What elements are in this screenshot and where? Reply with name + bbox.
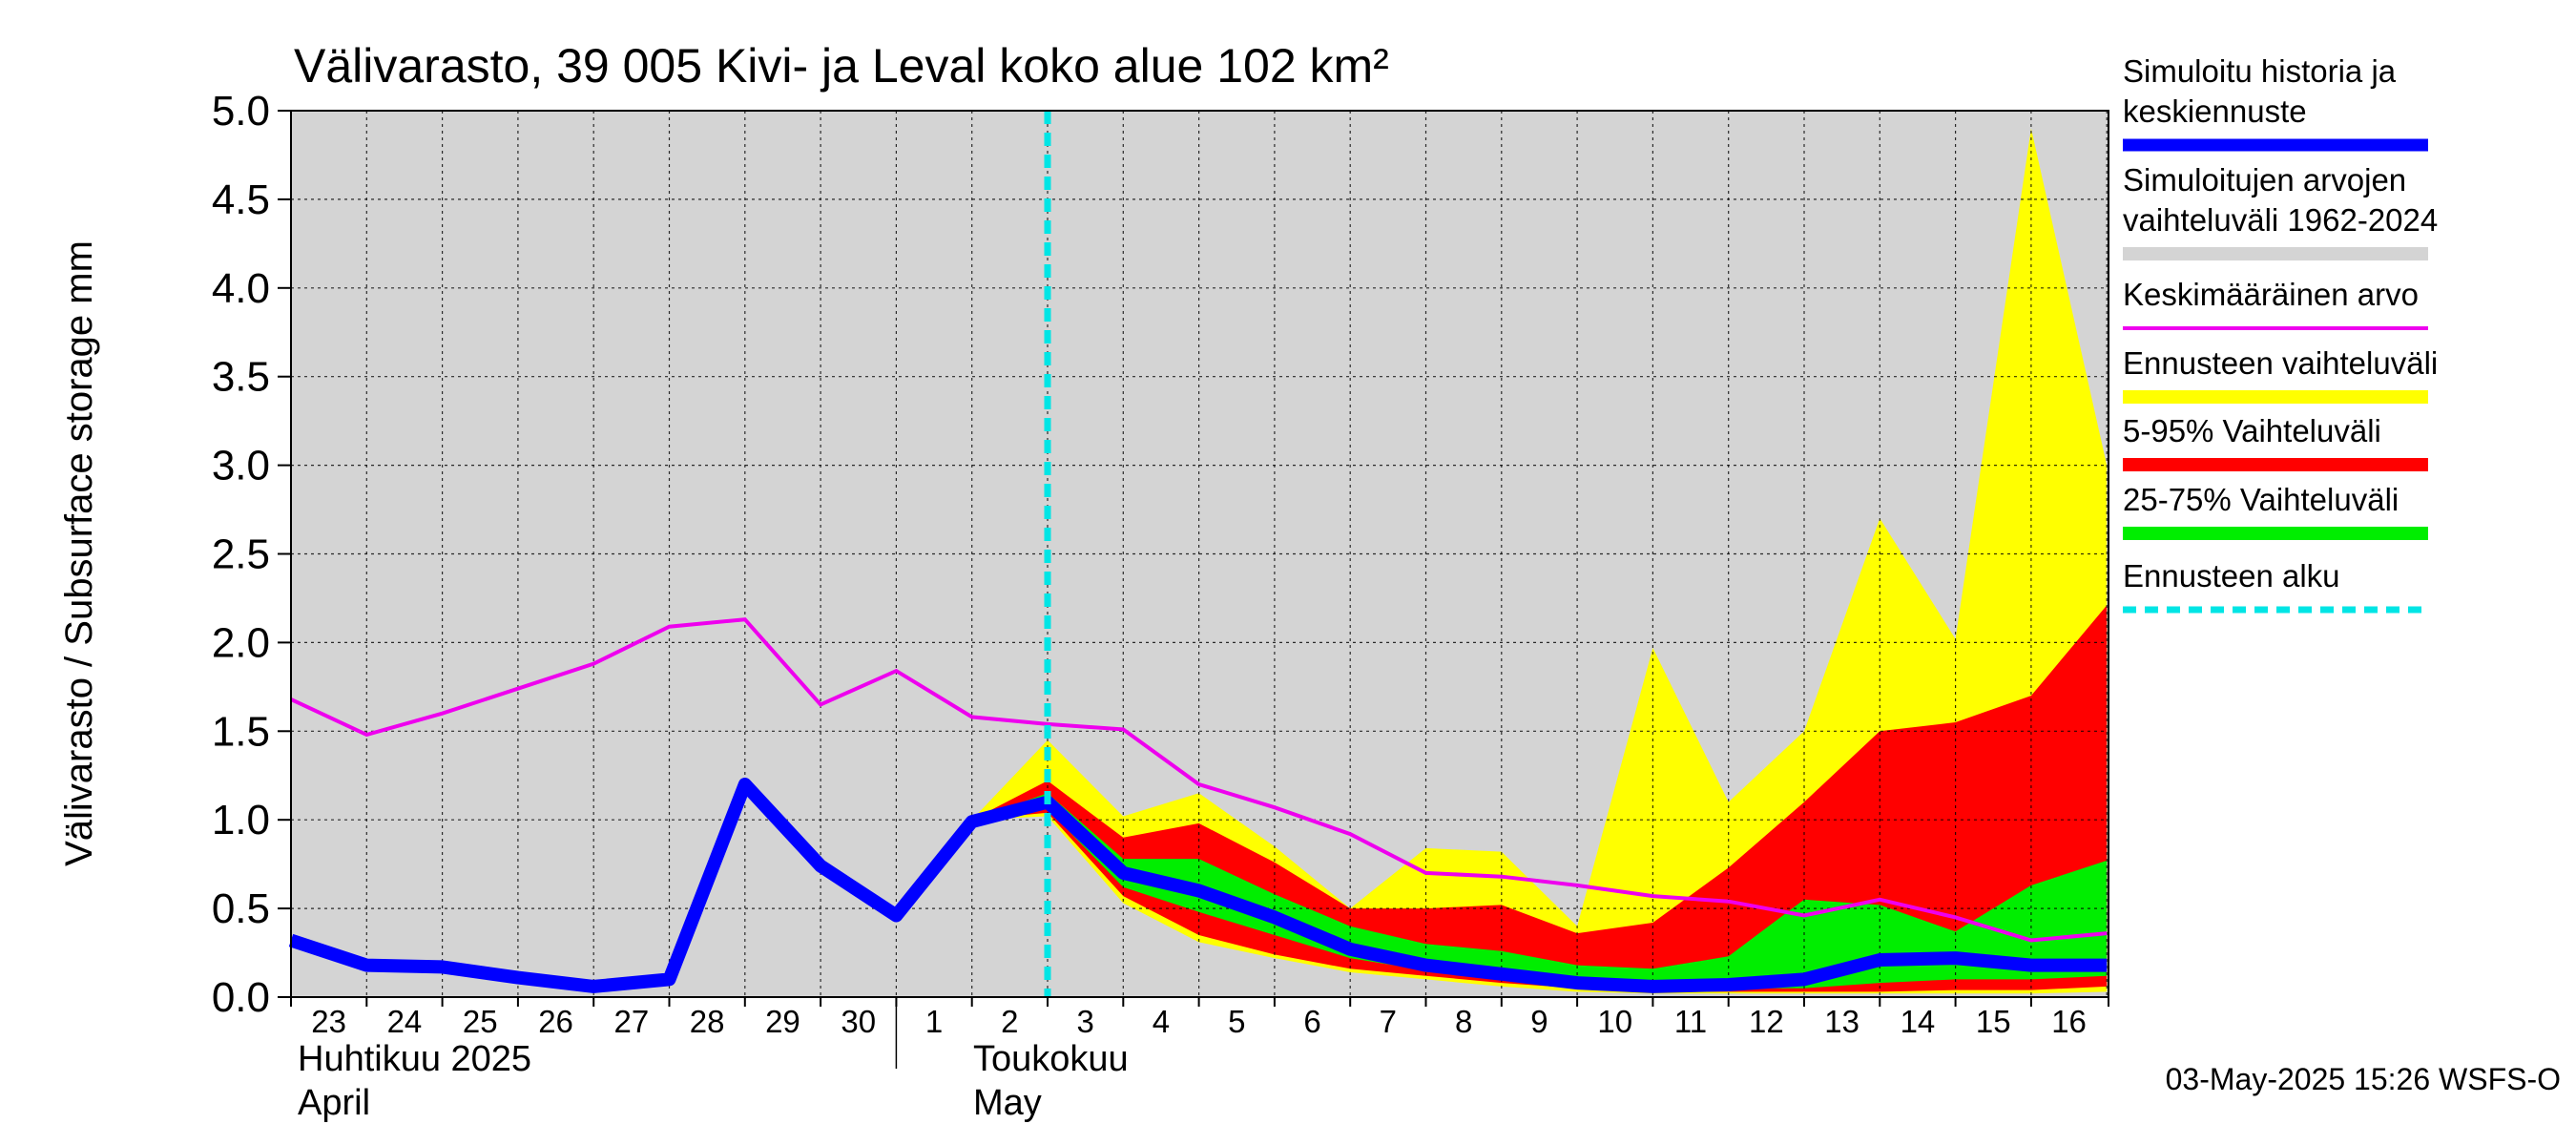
x-tick-label: 16 [2051,1004,2087,1039]
footer-timestamp: 03-May-2025 15:26 WSFS-O [2166,1062,2561,1096]
legend-label: Simuloitujen arvojen [2123,162,2406,198]
x-tick-label: 24 [387,1004,423,1039]
series-lines [288,111,2108,997]
y-tick-label: 1.5 [212,708,270,755]
y-tick-label: 1.0 [212,797,270,843]
y-tick-label: 2.5 [212,531,270,578]
x-tick-label: 28 [690,1004,725,1039]
x-tick-label: 26 [538,1004,573,1039]
x-tick-label: 7 [1380,1004,1397,1039]
history-line [288,778,2108,993]
grid [291,111,2109,997]
y-tick-label: 2.0 [212,619,270,666]
y-tick-label: 5.0 [212,88,270,135]
legend-label: vaihteluväli 1962-2024 [2123,202,2438,238]
x-tick-label: 6 [1303,1004,1320,1039]
month-label-en: May [973,1083,1042,1123]
y-tick-label: 4.0 [212,265,270,312]
x-tick-label: 25 [463,1004,498,1039]
mean-line [290,617,2108,943]
x-tick-label: 2 [1001,1004,1018,1039]
x-tick-label: 9 [1530,1004,1548,1039]
y-tick-label: 0.5 [212,885,270,932]
legend-label: keskiennuste [2123,94,2307,129]
legend-label: Simuloitu historia ja [2123,53,2397,89]
y-tick-label: 3.5 [212,354,270,401]
x-tick-label: 5 [1228,1004,1245,1039]
x-tick-label: 27 [613,1004,649,1039]
x-tick-label: 29 [765,1004,800,1039]
y-tick-label: 3.0 [212,443,270,489]
x-tick-label: 10 [1597,1004,1632,1039]
y-axis: 0.0 0.5 1.0 1.5 2.0 2.5 3.0 3.5 4.0 4.5 5.0 [212,88,291,1021]
band-forecast_range [971,128,2108,994]
legend-label: Ennusteen alku [2123,558,2340,593]
x-tick-label: 4 [1153,1004,1170,1039]
legend-label: Keskimääräinen arvo [2123,277,2419,312]
forecast-bands [971,128,2108,994]
x-tick-label: 13 [1824,1004,1859,1039]
x-axis: 23 24 25 26 27 28 29 30 1 2 3 4 5 6 7 8 9 10 11 12 13 14 15 16 [290,997,2109,1039]
y-tick-label: 4.5 [212,177,270,223]
y-tick-label: 0.0 [212,974,270,1021]
x-tick-label: 1 [925,1004,943,1039]
x-tick-label: 23 [311,1004,346,1039]
y-axis-label: Välivarasto / Subsurface storage mm [58,240,100,866]
x-tick-label: 8 [1455,1004,1472,1039]
month-label: Huhtikuu 2025 [298,1039,531,1079]
band-p25_75 [971,793,2108,989]
month-label: Toukokuu [973,1039,1129,1079]
x-tick-label: 15 [1976,1004,2011,1039]
x-tick-label: 12 [1749,1004,1784,1039]
legend-label: Ennusteen vaihteluväli [2123,345,2438,381]
legend-label: 25-75% Vaihteluväli [2123,482,2399,517]
x-tick-label: 11 [1674,1004,1707,1039]
month-label-en: April [298,1083,370,1123]
legend-label: 5-95% Vaihteluväli [2123,413,2381,448]
x-tick-label: 30 [841,1004,876,1039]
x-tick-label: 14 [1901,1004,1936,1039]
chart-title: Välivarasto, 39 005 Kivi- ja Leval koko … [294,39,1389,93]
legend: Simuloitu historia ja keskiennuste Simuloi… [2123,53,2438,614]
x-tick-label: 3 [1076,1004,1093,1039]
